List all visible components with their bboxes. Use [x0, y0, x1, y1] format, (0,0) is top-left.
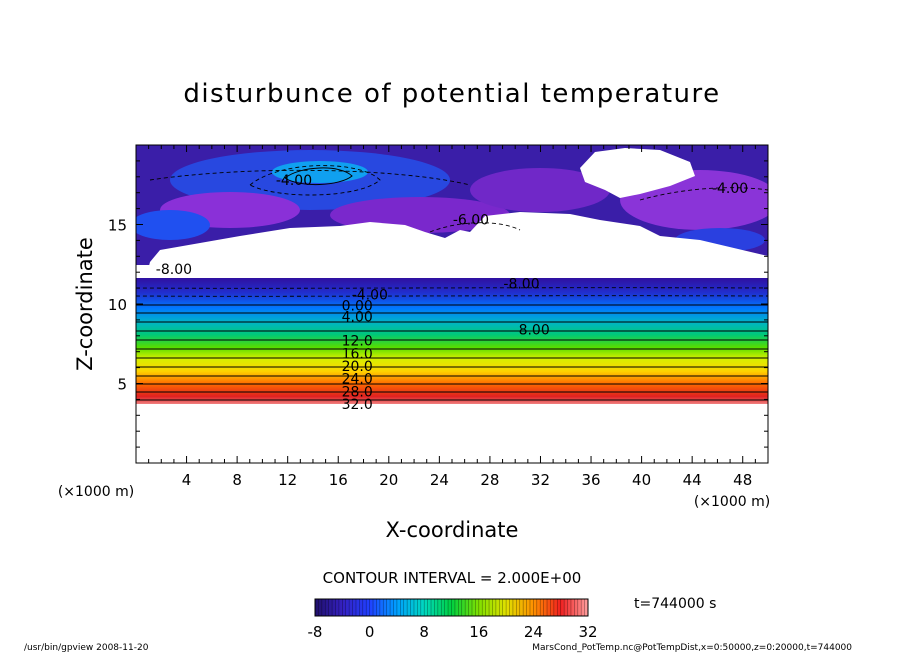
contour-label: -8.00 — [503, 276, 539, 292]
contour-line — [136, 330, 768, 332]
y-axis-label: Z-coordinate — [73, 237, 97, 371]
x-tick-label: 40 — [632, 471, 651, 489]
contour-line — [429, 222, 521, 233]
contour-line — [136, 357, 768, 359]
contour-labels: 32.028.024.020.016.012.08.004.000.00-4.0… — [156, 173, 748, 413]
contour-line — [136, 312, 768, 314]
colorbar-fill — [315, 599, 588, 616]
contour-label: 4.00 — [342, 310, 373, 326]
contour-label: -4.00 — [276, 173, 312, 189]
contour-line — [136, 295, 768, 297]
x-tick-label: 44 — [683, 471, 702, 489]
contour-label: 0.00 — [342, 299, 373, 315]
x-tick-label: 32 — [531, 471, 550, 489]
footer-right: MarsCond_PotTemp.nc@PotTempDist,x=0:5000… — [532, 643, 852, 653]
contour-label: 28.0 — [342, 384, 373, 400]
y-tick-label: 5 — [117, 376, 127, 394]
chart-title: disturbunce of potential temperature — [183, 79, 720, 109]
contour-label: 8.00 — [519, 322, 550, 338]
contour-line — [136, 339, 768, 341]
x-tick-label: 4 — [182, 471, 192, 489]
x-tick-label: 28 — [480, 471, 499, 489]
contour-line — [136, 375, 768, 377]
contour-lines — [136, 304, 768, 401]
colorbar-tick-label: -8 — [308, 623, 323, 641]
x-tick-label: 48 — [733, 471, 752, 489]
field-blob — [272, 161, 368, 183]
undefined-region — [148, 212, 768, 280]
x-tick-label: 36 — [581, 471, 600, 489]
y-tick-label: 15 — [108, 217, 127, 235]
x-axis-unit: (×1000 m) — [694, 494, 770, 510]
contour-line — [136, 348, 768, 350]
colorbar-tick-label: 32 — [578, 623, 597, 641]
x-tick-label: 8 — [232, 471, 242, 489]
contour-line — [136, 304, 768, 306]
colorbar-tick-labels: -8 0 8 16 24 32 — [308, 623, 598, 641]
contour-label: 12.0 — [342, 334, 373, 350]
field-blob — [136, 210, 210, 240]
contour-line — [136, 383, 768, 385]
y-axis-unit: (×1000 m) — [58, 484, 134, 500]
colorbar-frame — [314, 598, 589, 617]
contour-label: 24.0 — [342, 372, 373, 388]
contour-line — [149, 169, 471, 186]
time-label: t=744000 s — [634, 596, 716, 612]
contour-line — [136, 287, 768, 289]
contour-line — [136, 399, 768, 401]
contour-line — [639, 187, 768, 201]
y-axis-ticks: 5 10 15 — [108, 160, 768, 448]
x-tick-label: 24 — [430, 471, 449, 489]
contour-label: -4.00 — [352, 287, 388, 303]
contour-label: -6.00 — [453, 213, 489, 229]
colorbar: -8 0 8 16 24 32 — [308, 598, 598, 641]
colorbar-stripes — [314, 599, 589, 616]
contour-label: -8.00 — [156, 262, 192, 278]
footer-left: /usr/bin/gpview 2008-11-20 — [24, 643, 149, 653]
field-blob — [470, 168, 610, 212]
contour-label: 16.0 — [342, 346, 373, 362]
negative-contours — [136, 165, 768, 297]
contour-line — [136, 321, 768, 323]
x-tick-label: 16 — [329, 471, 348, 489]
x-tick-label: 12 — [278, 471, 297, 489]
contour-label: 20.0 — [342, 359, 373, 375]
undefined-region — [580, 148, 695, 198]
contour-line — [284, 167, 353, 186]
x-tick-label: 20 — [379, 471, 398, 489]
contour-line — [249, 165, 381, 196]
contour-line — [136, 391, 768, 393]
plot-area — [136, 145, 768, 463]
contour-label: -4.00 — [712, 181, 748, 197]
x-axis-ticks: 4 8 12 16 20 24 28 32 36 40 44 48 — [148, 145, 756, 489]
y-tick-label: 10 — [108, 296, 127, 314]
contour-interval-text: CONTOUR INTERVAL = 2.000E+00 — [323, 569, 582, 587]
colorbar-tick-label: 0 — [365, 623, 375, 641]
stratified-layer — [136, 278, 768, 404]
contour-line — [136, 366, 768, 368]
colorbar-tick-label: 24 — [524, 623, 543, 641]
x-axis-label: X-coordinate — [386, 518, 519, 542]
contour-label: 32.0 — [342, 397, 373, 413]
colorbar-tick-label: 8 — [419, 623, 429, 641]
colorbar-tick-label: 16 — [469, 623, 488, 641]
